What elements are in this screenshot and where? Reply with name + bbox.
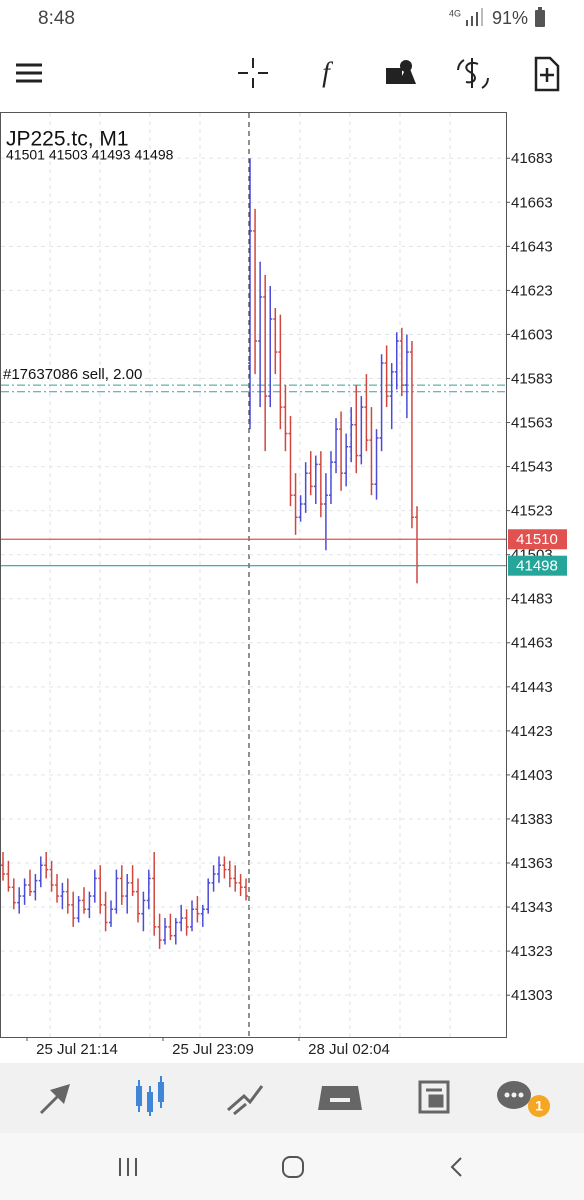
x-tick-label: 28 Jul 02:04 [308,1041,390,1058]
x-tick-label: 25 Jul 21:14 [36,1041,118,1058]
menu-button[interactable] [16,63,42,83]
y-tick-label: 41523 [511,503,553,520]
objects-button[interactable] [386,60,416,84]
recent-apps-button[interactable] [119,1158,137,1176]
history-tab[interactable] [318,1086,362,1110]
status-battery: 91% [492,8,528,28]
y-tick-label: 41583 [511,370,553,387]
home-button[interactable] [282,1156,304,1178]
signal-icon [466,8,483,26]
order-label: #17637086 sell, 2.00 [3,366,142,383]
indicators-button[interactable]: f [322,57,333,88]
trade-tab[interactable] [227,1085,264,1116]
price-label-box [508,529,567,550]
crosshair-button[interactable] [238,58,268,88]
y-tick-label: 41623 [511,282,553,299]
y-tick-label: 41463 [511,635,553,652]
message-badge: 1 [535,1098,543,1114]
battery-icon [535,7,545,27]
status-time: 8:48 [38,8,75,29]
y-tick-label: 41683 [511,150,553,167]
ohlc-header: 41501 41503 41493 41498 [6,147,174,163]
back-button[interactable] [450,1157,462,1177]
y-tick-label: 41423 [511,723,553,740]
trade-button[interactable] [457,58,489,89]
plot-layer [1,157,510,996]
bottom-nav [0,1063,584,1133]
y-tick-label: 41363 [511,855,553,872]
y-tick-label: 41603 [511,326,553,343]
y-tick-label: 41303 [511,987,553,1004]
chart-symbol: JP225.tc, M1 [6,128,129,151]
y-tick-label: 41383 [511,811,553,828]
y-tick-label: 41403 [511,767,553,784]
price-label-box [508,555,567,576]
y-tick-label: 41543 [511,459,553,476]
y-tick-label: 41663 [511,194,553,211]
system-nav [0,1133,584,1200]
new-order-button[interactable] [534,56,560,92]
status-network: 4G [449,8,461,18]
price-label: 41498 [516,558,558,575]
y-tick-label: 41483 [511,591,553,608]
vertical-grid [49,113,451,1037]
x-tick-label: 25 Jul 23:09 [172,1041,254,1058]
y-tick-label: 41563 [511,415,553,432]
status-bar [0,0,584,38]
y-tick-label: 41343 [511,899,553,916]
quotes-tab[interactable] [40,1084,70,1114]
price-label: 41510 [516,531,558,548]
chart-tab[interactable] [136,1076,164,1116]
plot-area [0,112,507,1038]
y-tick-label: 41323 [511,943,553,960]
y-tick-label: 41643 [511,238,553,255]
messages-tab[interactable]: 1 [497,1081,550,1117]
news-tab[interactable] [418,1080,450,1114]
y-tick-label: 41443 [511,679,553,696]
